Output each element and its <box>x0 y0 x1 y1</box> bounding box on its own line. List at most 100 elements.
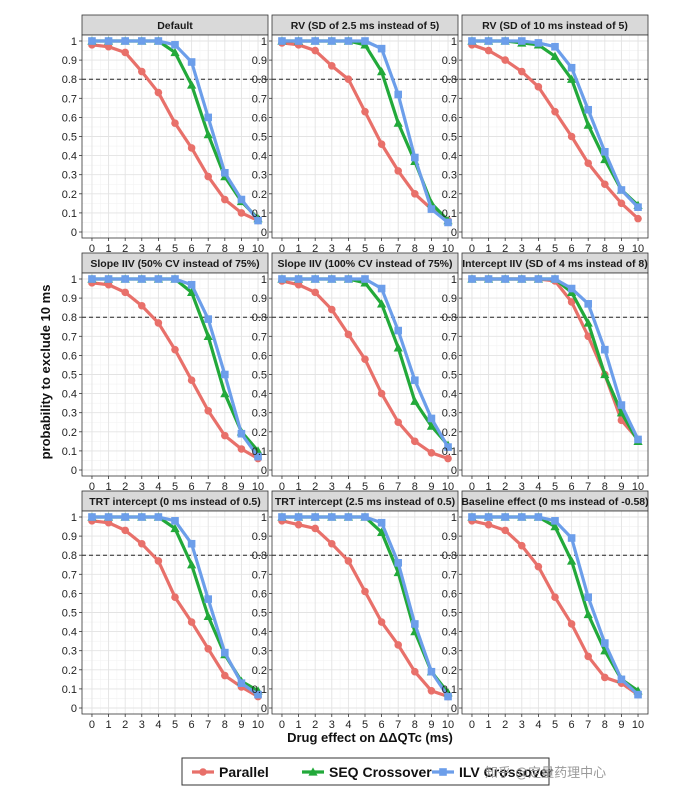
panel-title: TRT intercept (2.5 ms instead of 0.5) <box>275 496 455 508</box>
data-point-seq-crossover <box>170 47 180 57</box>
x-tick-label: 9 <box>618 243 624 255</box>
y-tick-label: 0.9 <box>252 531 267 543</box>
data-point-parallel <box>584 332 593 341</box>
data-point-parallel <box>517 67 526 76</box>
y-tick-label: 0.8 <box>62 74 77 86</box>
data-point-seq-crossover <box>583 120 593 129</box>
y-tick-label: 0.5 <box>442 132 457 144</box>
data-point-ilv-crossover <box>411 153 419 162</box>
y-tick-label: 0.1 <box>62 208 77 220</box>
data-point-seq-crossover <box>170 523 180 533</box>
x-tick-label: 0 <box>89 719 95 731</box>
data-point-seq-crossover <box>203 611 213 620</box>
x-tick-label: 8 <box>412 243 418 255</box>
data-point-seq-crossover <box>410 396 420 405</box>
data-point-ilv-crossover <box>88 37 96 45</box>
data-point-parallel <box>294 280 303 289</box>
data-point-parallel <box>171 119 179 127</box>
x-tick-label: 5 <box>362 481 368 493</box>
x-tick-label: 9 <box>238 243 244 255</box>
y-tick-label: 0.2 <box>442 665 457 677</box>
x-tick-label: 0 <box>469 243 475 255</box>
y-tick-label: 0 <box>71 465 77 477</box>
y-tick-label: 1 <box>451 36 457 48</box>
data-point-ilv-crossover <box>171 517 179 525</box>
y-tick-label: 0.5 <box>62 132 77 144</box>
y-tick-label: 0 <box>451 465 457 477</box>
data-point-seq-crossover <box>393 118 403 127</box>
y-tick-label: 0.5 <box>252 608 267 620</box>
data-point-ilv-crossover <box>484 275 493 283</box>
y-tick-label: 0.3 <box>252 408 267 420</box>
y-tick-label: 0.5 <box>442 370 457 382</box>
x-tick-label: 8 <box>602 243 608 255</box>
data-point-ilv-crossover <box>534 39 543 47</box>
y-tick-label: 0.5 <box>62 370 77 382</box>
data-point-ilv-crossover <box>411 620 419 628</box>
panel-slope-iiv-50-cv-instead-of-75: Slope IIV (50% CV instead of 75%) 0 0.1 0.2… <box>62 252 269 493</box>
panel-trt-intercept-0-ms-instead-of-0-5: TRT intercept (0 ms instead of 0.5) 0 0.1 0… <box>62 490 269 731</box>
x-tick-label: 3 <box>519 719 525 731</box>
y-tick-label: 0.7 <box>252 93 267 105</box>
data-point-seq-crossover <box>377 299 387 308</box>
data-point-ilv-crossover <box>377 44 386 53</box>
data-point-parallel <box>171 345 179 354</box>
legend-label: ILV Crossover <box>459 764 553 780</box>
data-point-parallel <box>534 83 543 91</box>
data-point-parallel <box>501 56 509 64</box>
y-tick-label: 0.2 <box>252 427 267 439</box>
data-point-ilv-crossover <box>601 639 609 647</box>
data-point-ilv-crossover <box>427 414 436 423</box>
y-tick-label: 0.9 <box>252 55 267 67</box>
x-tick-label: 9 <box>238 719 244 731</box>
x-tick-label: 10 <box>442 719 454 731</box>
data-point-ilv-crossover <box>501 275 509 283</box>
data-point-ilv-crossover <box>221 370 229 379</box>
data-point-parallel <box>154 88 163 97</box>
y-tick-label: 0.4 <box>252 389 267 401</box>
data-point-ilv-crossover <box>311 37 319 45</box>
x-tick-label: 9 <box>618 719 624 731</box>
y-tick-label: 0.8 <box>442 550 457 562</box>
data-point-parallel <box>104 280 113 289</box>
data-point-ilv-crossover <box>617 401 626 409</box>
y-tick-label: 0.8 <box>442 312 457 324</box>
x-tick-label: 2 <box>502 481 508 493</box>
y-tick-label: 1 <box>451 512 457 524</box>
x-tick-label: 1 <box>486 719 492 731</box>
data-point-parallel <box>394 418 403 427</box>
data-point-parallel <box>567 620 576 628</box>
x-tick-label: 3 <box>519 243 525 255</box>
data-point-ilv-crossover <box>534 513 543 521</box>
x-tick-label: 4 <box>155 481 161 493</box>
y-tick-label: 0.3 <box>442 646 457 658</box>
data-point-parallel <box>567 132 576 141</box>
data-point-ilv-crossover <box>634 690 642 699</box>
data-point-ilv-crossover <box>171 41 179 49</box>
data-point-ilv-crossover <box>617 675 626 684</box>
data-point-ilv-crossover <box>517 275 526 283</box>
x-tick-label: 10 <box>632 243 644 255</box>
data-point-ilv-crossover <box>617 186 626 194</box>
y-tick-label: 0.9 <box>62 293 77 305</box>
data-point-ilv-crossover <box>468 513 476 521</box>
x-tick-label: 2 <box>312 243 318 255</box>
legend-label: SEQ Crossover <box>329 764 432 780</box>
y-tick-label: 0.2 <box>62 189 77 201</box>
data-point-ilv-crossover <box>254 216 262 225</box>
y-tick-label: 0 <box>261 465 267 477</box>
data-point-ilv-crossover <box>344 275 353 283</box>
x-tick-label: 10 <box>252 481 264 493</box>
x-tick-label: 4 <box>155 243 161 255</box>
y-tick-label: 0.1 <box>252 446 267 458</box>
x-tick-label: 4 <box>345 719 351 731</box>
data-point-parallel <box>344 557 353 565</box>
x-tick-label: 10 <box>632 481 644 493</box>
data-point-seq-crossover <box>187 80 197 89</box>
x-tick-label: 1 <box>106 481 112 493</box>
y-tick-label: 0.8 <box>442 74 457 86</box>
x-tick-label: 8 <box>222 243 228 255</box>
y-tick-label: 0 <box>451 703 457 715</box>
